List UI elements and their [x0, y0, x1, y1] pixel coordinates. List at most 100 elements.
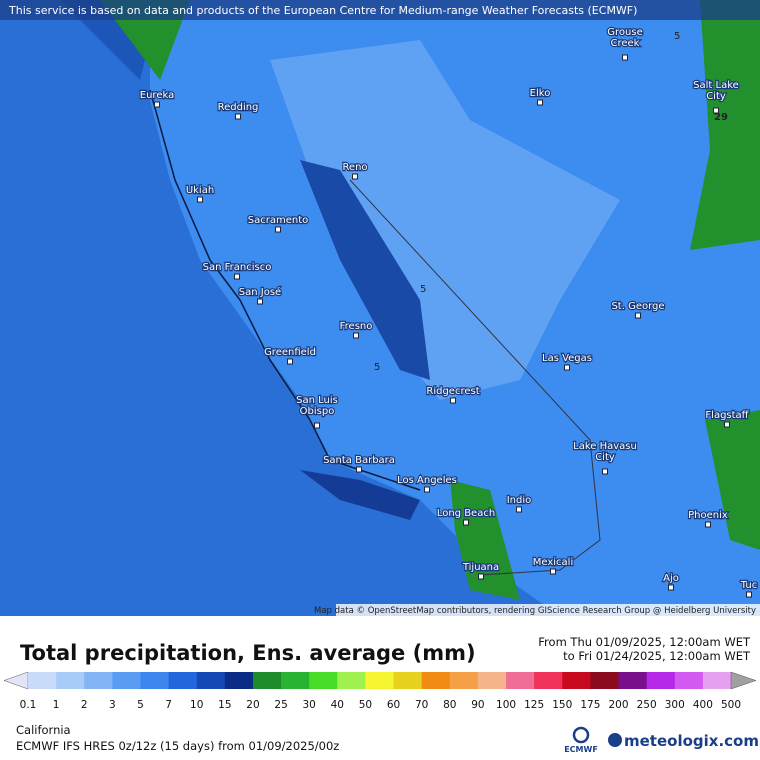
city-marker	[352, 173, 358, 180]
scale-swatch	[562, 672, 591, 689]
city-name: Lake Havasu	[573, 441, 637, 452]
scale-swatch	[590, 672, 620, 689]
scale-label: 3	[109, 699, 116, 711]
scale-label: 400	[693, 699, 713, 711]
city-marker	[635, 312, 641, 319]
contour-label: 5	[420, 284, 426, 295]
scale-swatch	[56, 672, 85, 689]
city-marker	[197, 196, 203, 203]
city-marker	[537, 99, 543, 106]
scale-label: 70	[415, 699, 428, 711]
scale-label: 25	[274, 699, 287, 711]
scale-label: 50	[359, 699, 372, 711]
scale-label: 15	[218, 699, 231, 711]
scale-swatch	[534, 672, 563, 689]
brand: meteologix.com	[624, 732, 759, 750]
city-marker	[713, 107, 719, 114]
city-marker	[550, 568, 556, 575]
scale-label: 60	[387, 699, 400, 711]
scale-swatch	[252, 672, 282, 689]
city-name: Phoenix	[688, 510, 728, 521]
scale-swatch	[309, 672, 338, 689]
city-marker	[154, 101, 160, 108]
ecmwf-icon	[572, 726, 590, 744]
scale-label: 250	[637, 699, 657, 711]
scale-swatch	[618, 672, 648, 689]
city-name: Reno	[342, 162, 367, 173]
city-name: Santa Barbara	[323, 455, 395, 466]
scale-swatch	[112, 672, 141, 689]
city-name: City	[595, 452, 615, 463]
city-name: Obispo	[300, 406, 335, 417]
date-to: to Fri 01/24/2025, 12:00am WET	[563, 649, 751, 663]
city-labels: Eureka Redding Ukiah Sacramento San Francisc…	[139, 26, 758, 598]
city-name: Las Vegas	[542, 353, 592, 364]
scale-label: 20	[246, 699, 259, 711]
city-name: Los Angeles	[397, 475, 457, 486]
scale-swatch	[477, 672, 507, 689]
city-name: Mexicali	[533, 557, 573, 568]
city-marker	[235, 113, 241, 120]
city-marker	[746, 591, 752, 598]
city-name: Fresno	[340, 321, 373, 332]
city-marker	[668, 584, 674, 591]
map: This service is based on data and produc…	[0, 0, 760, 616]
city-name: San Francisco	[203, 262, 272, 273]
scale-swatch	[281, 672, 310, 689]
region: California	[16, 723, 71, 737]
city-marker	[353, 332, 359, 339]
city-marker	[314, 422, 320, 429]
city-marker	[478, 573, 484, 580]
scale-swatch	[674, 672, 704, 689]
scale-swatch	[224, 672, 254, 689]
brand-icon	[608, 733, 622, 747]
contour-label: 5	[674, 31, 680, 42]
model-info: ECMWF IFS HRES 0z/12z (15 days) from 01/…	[16, 739, 339, 753]
scale-label: 7	[165, 699, 172, 711]
date-from: From Thu 01/09/2025, 12:00am WET	[538, 635, 751, 649]
city-name: Tuc	[740, 580, 757, 591]
scale-label: 200	[608, 699, 628, 711]
scale-swatch	[449, 672, 479, 689]
ecmwf-logo: ECMWF	[564, 745, 598, 754]
city-name: Ajo	[663, 573, 679, 584]
attribution: This service is based on data and produc…	[8, 4, 637, 17]
city-marker	[424, 486, 430, 493]
scale-label: 40	[331, 699, 344, 711]
scale-swatch	[196, 672, 226, 689]
scale-label: 175	[580, 699, 600, 711]
scale-arrow-right	[730, 671, 757, 690]
city-name: Sacramento	[248, 215, 308, 226]
city-marker	[234, 273, 240, 280]
scale-label: 0.1	[20, 699, 37, 711]
city-marker	[622, 54, 628, 61]
scale-label: 1	[53, 699, 60, 711]
city-name: San José	[239, 286, 281, 298]
contour-label: 29	[714, 112, 728, 123]
city-name: Tijuana	[462, 562, 499, 573]
scale-label: 300	[665, 699, 685, 711]
city-name: San Luis	[296, 395, 338, 406]
scale-label: 150	[552, 699, 572, 711]
city-name: Creek	[611, 38, 640, 49]
scale-label: 2	[81, 699, 88, 711]
city-name: City	[706, 91, 726, 102]
city-marker	[287, 358, 293, 365]
city-name: Salt Lake	[693, 80, 739, 91]
city-marker	[705, 521, 711, 528]
city-marker	[463, 519, 469, 526]
scale-swatch	[506, 672, 535, 689]
city-marker	[257, 298, 263, 305]
city-marker	[564, 364, 570, 371]
scale-swatch	[28, 672, 57, 689]
scale-swatch	[84, 672, 113, 689]
scale-swatch	[365, 672, 395, 689]
city-marker	[356, 466, 362, 473]
color-scale: 0.1 1 2 3 5 7 10 15 20 25 30 40 50 60 70 80 90 100 125 150 1…	[3, 671, 757, 711]
scale-swatch	[337, 672, 366, 689]
city-name: Redding	[218, 102, 259, 113]
city-marker	[275, 226, 281, 233]
scale-swatch	[646, 672, 676, 689]
scale-swatch	[393, 672, 423, 689]
